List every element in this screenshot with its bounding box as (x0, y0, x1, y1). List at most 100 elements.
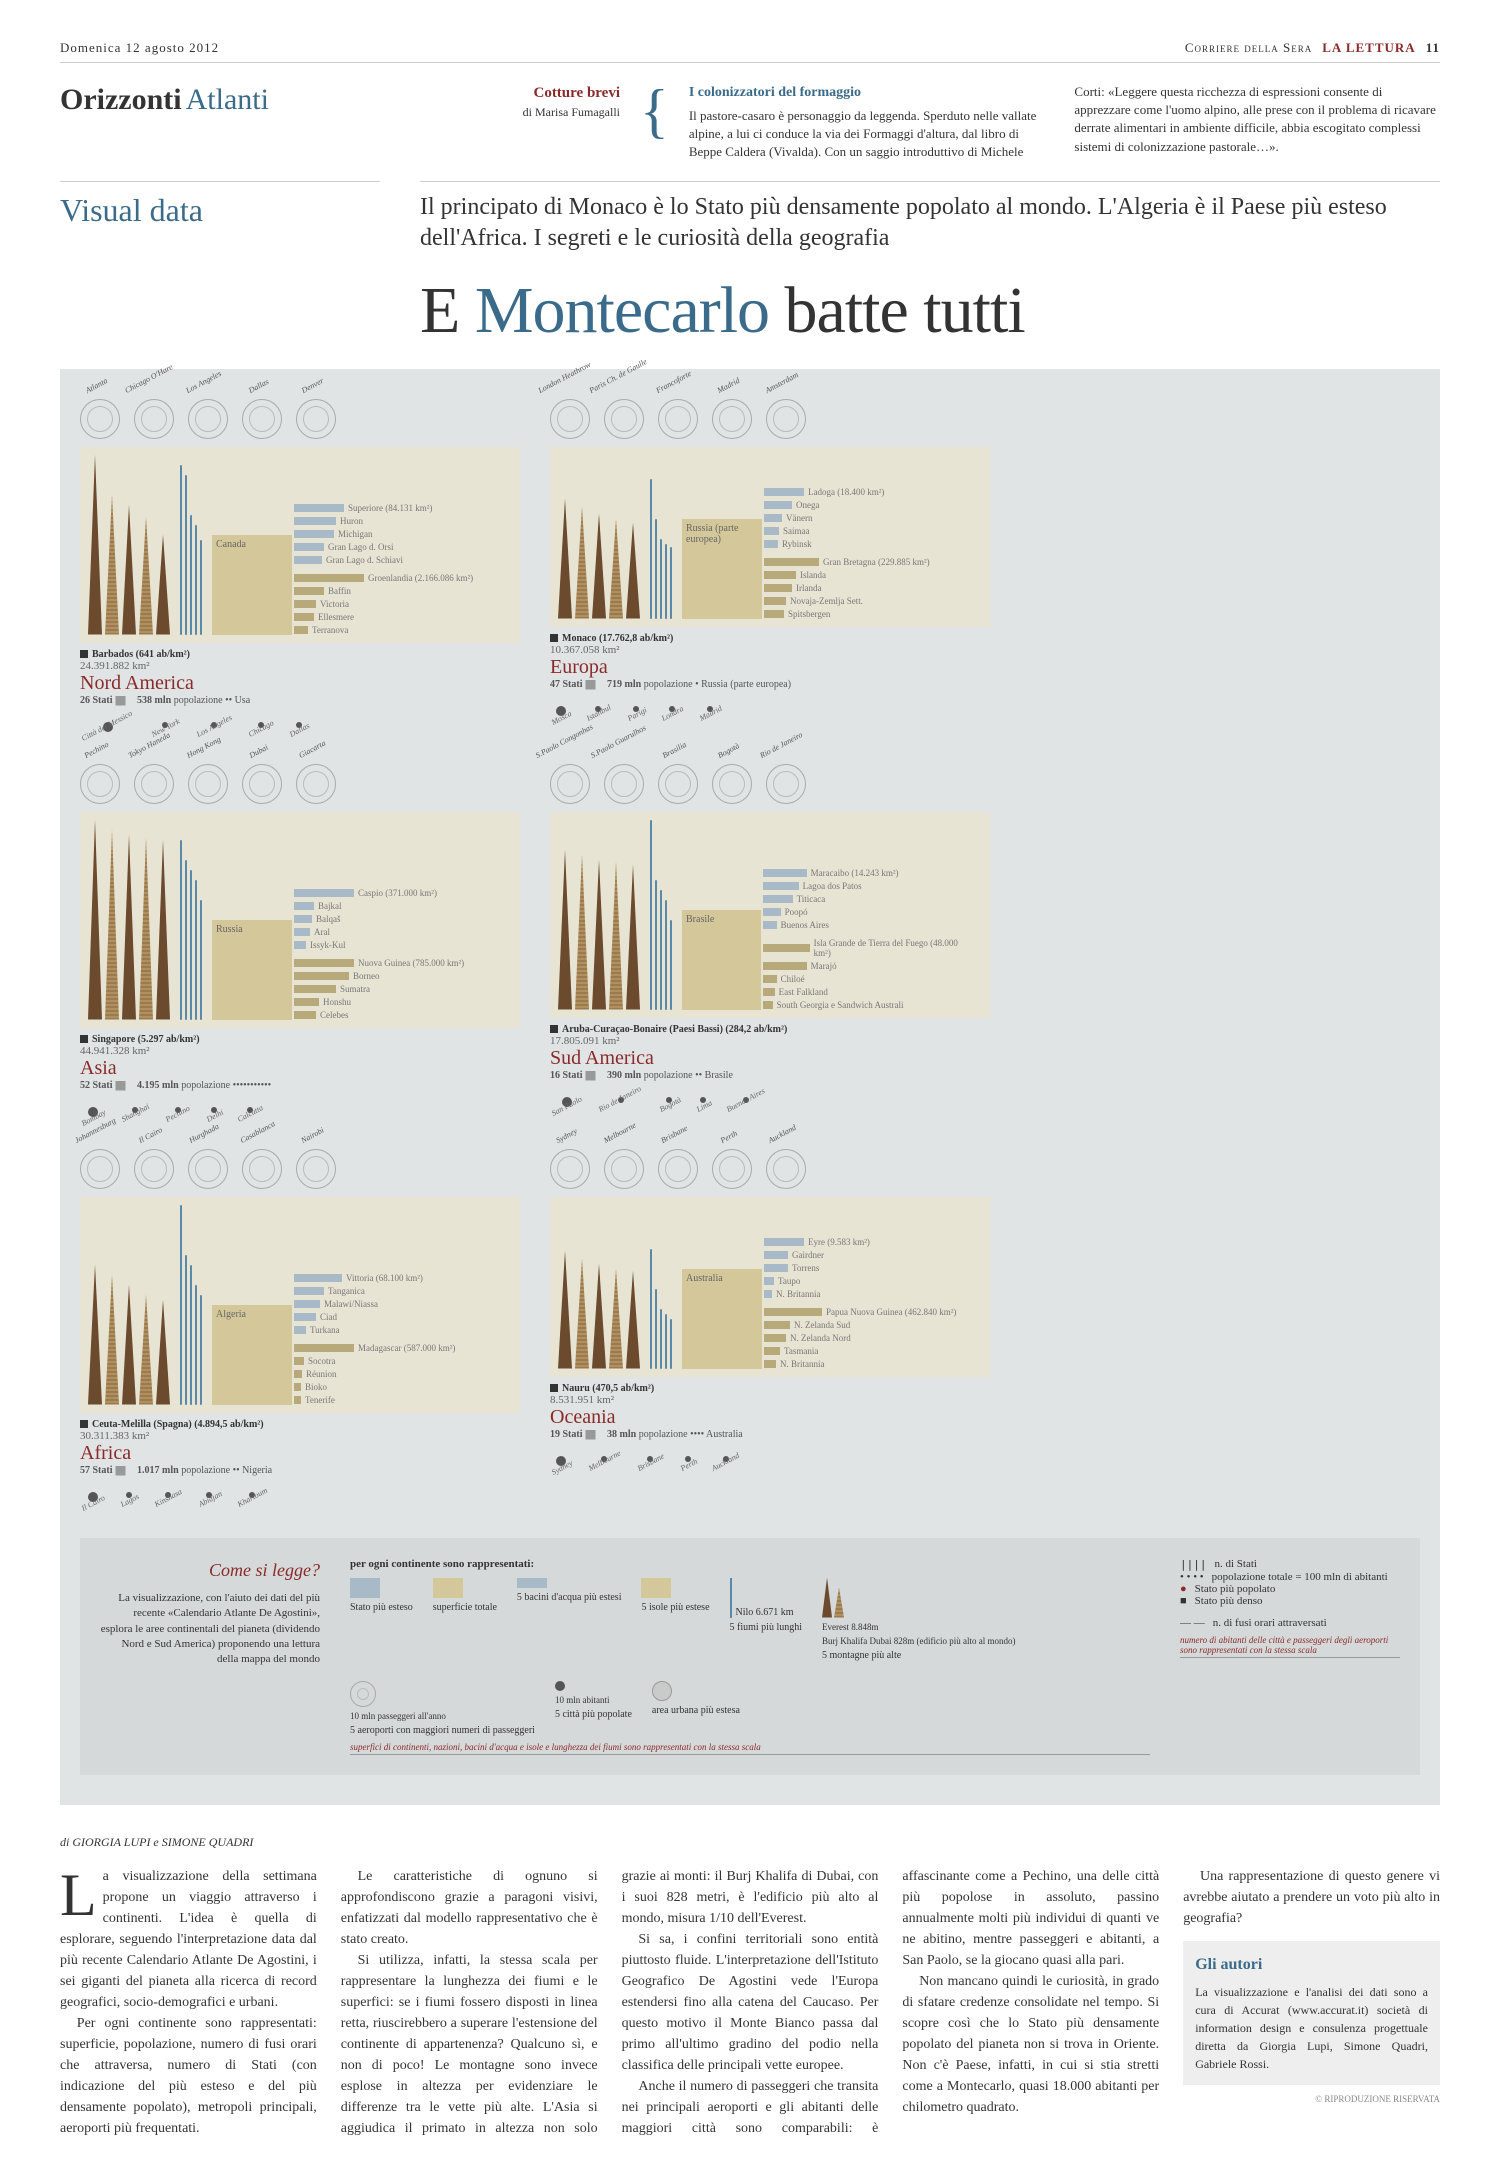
mountains (88, 820, 178, 1020)
islands-list: Gran Bretagna (229.885 km²)IslandaIrland… (764, 557, 938, 619)
city-dot: Khartoum (236, 1492, 268, 1514)
airport-ring: Bogotà (712, 764, 752, 804)
mountain-peak (105, 1275, 119, 1405)
airport-ring: Sydney (550, 1149, 590, 1189)
supplement-name: LA LETTURA (1322, 40, 1415, 56)
mountain-peak (609, 862, 623, 1010)
airport-ring: Paris Ch. de Gaulle (604, 399, 644, 439)
airport-label: Denver (300, 376, 325, 395)
river-line (190, 1265, 192, 1405)
article-paragraph: Una rappresentazione di questo genere vi… (1183, 1866, 1440, 1929)
lake-row: Turkana (294, 1325, 455, 1335)
river-line (180, 465, 182, 635)
airport-ring: Atlanta (80, 399, 120, 439)
mountain-peak (139, 517, 153, 635)
mountain-peak (122, 505, 136, 635)
mountain-peak (122, 1285, 136, 1405)
mountain-peak (575, 855, 589, 1010)
densest-state: Aruba-Curaçao-Bonaire (Paesi Bassi) (284… (550, 1024, 990, 1035)
continent-asia: PechinoTokyo HanedaHong KongDubaiGiacart… (80, 764, 520, 1129)
city-dot: Buenos Aires (725, 1097, 767, 1119)
article: di GIORGIA LUPI e SIMONE QUADRI La visua… (60, 1835, 1440, 2139)
river-line (200, 540, 202, 635)
rivers (180, 465, 210, 635)
airport-ring: Los Angeles (188, 399, 228, 439)
teaser-title: I colonizzatori del formaggio (689, 83, 1055, 103)
lake-row: Aral (294, 927, 464, 937)
airport-ring: Denver (296, 399, 336, 439)
city-dot: Lima (695, 1097, 711, 1119)
legend-caption-2: numero di abitanti delle città e passegg… (1180, 1635, 1400, 1658)
continent-area: 24.391.882 km² (80, 660, 520, 672)
lake-row: Vänern (764, 513, 930, 523)
lake-row: Maracaibo (14.243 km²) (763, 868, 974, 878)
island-row: Madagascar (587.000 km²) (294, 1343, 455, 1353)
headline-area: Visual data Il principato di Monaco è lo… (60, 181, 1440, 348)
airport-row: PechinoTokyo HanedaHong KongDubaiGiacart… (80, 764, 520, 804)
continent-name: Europa (550, 656, 990, 679)
river-line (185, 1255, 187, 1405)
airport-ring: Dubai (242, 764, 282, 804)
airport-ring: S.Paolo Guarulhos (604, 764, 644, 804)
mountain-peak (558, 850, 572, 1010)
island-row: Bioko (294, 1382, 455, 1392)
river-line (655, 880, 657, 1010)
page-number: 11 (1426, 40, 1440, 56)
mountain-peak (156, 535, 170, 635)
island-row: Socotra (294, 1356, 455, 1366)
legend-states: n. di Stati (1215, 1558, 1257, 1570)
article-paragraph: Le caratteristiche di ognuno si approfon… (341, 1866, 598, 1950)
lake-row: Superiore (84.131 km²) (294, 503, 473, 513)
continent-name: Nord America (80, 672, 520, 695)
lakes-list: Superiore (84.131 km²)HuronMichiganGran … (294, 503, 481, 565)
lake-row: Poopó (763, 907, 974, 917)
city-dot: Rio de Janeiro (597, 1097, 644, 1119)
teaser-rubric: Cotture brevi (420, 83, 620, 104)
mountain-peak (88, 455, 102, 635)
city-dot: Pechino (164, 1107, 190, 1129)
river-line (195, 1285, 197, 1405)
river-line (665, 544, 667, 619)
island-row: Baffin (294, 586, 473, 596)
river-line (650, 820, 652, 1010)
river-line (655, 519, 657, 619)
densest-state: Ceuta-Melilla (Spagna) (4.894,5 ab/km²) (80, 1419, 520, 1430)
island-row: Groenlandia (2.166.086 km²) (294, 573, 473, 583)
river-line (665, 1314, 667, 1369)
article-paragraph: Non mancano quindi le curiosità, in grad… (902, 1971, 1159, 2118)
island-row: Irlanda (764, 583, 930, 593)
mountain-peak (609, 1269, 623, 1369)
city-dot: Brisbane (636, 1456, 665, 1478)
river-line (655, 1289, 657, 1369)
legend-item: Everest 8.848mBurj Khalifa Dubai 828m (e… (822, 1578, 1015, 1661)
largest-country: Australia (682, 1269, 762, 1369)
lake-row: Gairdner (764, 1250, 956, 1260)
river-line (195, 880, 197, 1020)
island-row: N. Zelanda Nord (764, 1333, 956, 1343)
city-dot: Kinshasa (153, 1492, 183, 1514)
hed-accent: Montecarlo (475, 274, 769, 347)
airport-label: Madrid (716, 375, 741, 394)
densest-state: Monaco (17.762,8 ab/km²) (550, 633, 990, 644)
legend-item: Stato più esteso (350, 1578, 413, 1661)
mountain-peak (139, 838, 153, 1020)
island-row: Nuova Guinea (785.000 km²) (294, 958, 464, 968)
airport-ring: Perth (712, 1149, 752, 1189)
island-row: Tenerife (294, 1395, 455, 1405)
airport-ring: Melbourne (604, 1149, 644, 1189)
visual-data-label: Visual data (60, 181, 380, 348)
hed-post: batte tutti (769, 274, 1025, 347)
lake-row: Malawi/Niassa (294, 1299, 455, 1309)
mountain-peak (575, 1259, 589, 1369)
river-line (190, 870, 192, 1020)
lake-row: Issyk-Kul (294, 940, 464, 950)
lake-row: Titicaca (763, 894, 974, 904)
island-row: Borneo (294, 971, 464, 981)
largest-country: Brasile (682, 910, 761, 1010)
paper-name: Corriere della Sera (1185, 40, 1312, 56)
islands-list: Madagascar (587.000 km²)SocotraRéunionBi… (294, 1343, 463, 1405)
airport-label: Bogotà (716, 741, 741, 760)
city-dot: Dallas (288, 722, 309, 744)
mountain-peak (626, 523, 640, 619)
city-row: BombayShanghaiPechinoDelhiCalcutta (80, 1107, 520, 1129)
